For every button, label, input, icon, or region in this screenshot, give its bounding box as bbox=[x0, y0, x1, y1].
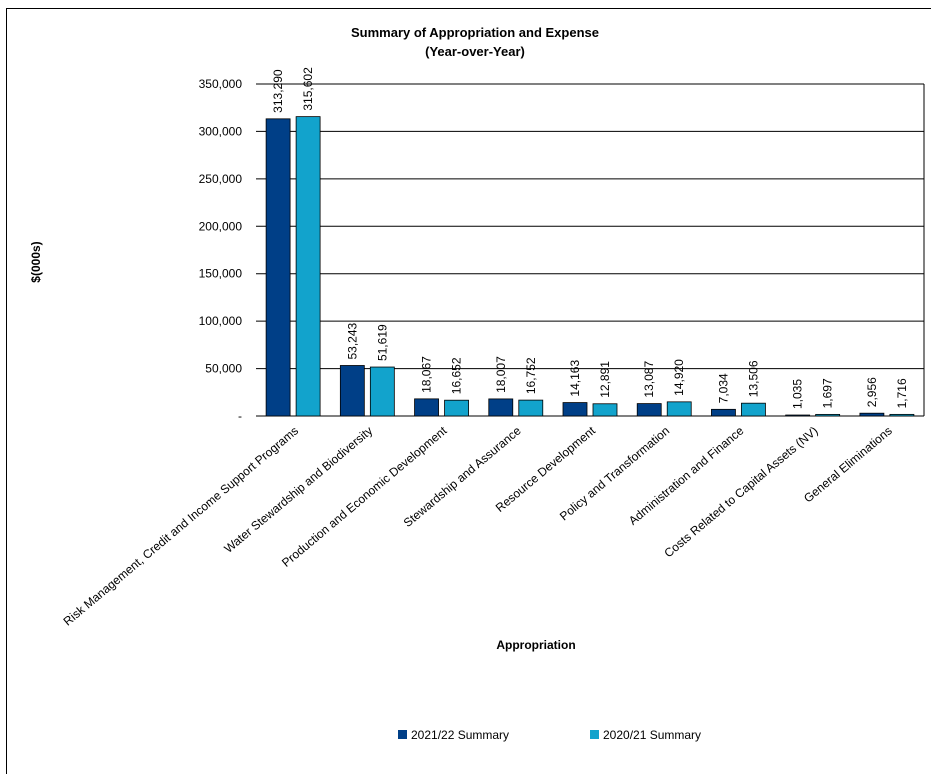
bar bbox=[489, 399, 513, 416]
bars bbox=[266, 117, 914, 416]
data-label: 18,007 bbox=[494, 356, 508, 393]
data-label: 16,752 bbox=[524, 357, 538, 394]
data-label: 12,891 bbox=[598, 361, 612, 398]
legend-label-2021-22: 2021/22 Summary bbox=[411, 728, 509, 742]
bar bbox=[711, 409, 735, 416]
y-tick-label: 350,000 bbox=[199, 77, 243, 91]
data-label: 315,602 bbox=[301, 67, 315, 111]
data-label: 13,087 bbox=[642, 361, 656, 398]
y-tick-label: 250,000 bbox=[199, 172, 243, 186]
y-tick-label: - bbox=[238, 409, 242, 423]
bar bbox=[816, 414, 840, 416]
bar bbox=[637, 404, 661, 416]
data-label: 2,956 bbox=[865, 377, 879, 407]
x-axis-title: Appropriation bbox=[496, 638, 575, 652]
x-category-label: Water Stewardship and Biodiversity bbox=[221, 424, 375, 556]
data-label: 313,290 bbox=[271, 69, 285, 113]
bar bbox=[667, 402, 691, 416]
data-label: 51,619 bbox=[375, 324, 389, 361]
chart-subtitle: (Year-over-Year) bbox=[425, 44, 525, 59]
bar bbox=[296, 117, 320, 416]
bar bbox=[415, 399, 439, 416]
y-tick-label: 150,000 bbox=[199, 267, 243, 281]
data-label: 14,920 bbox=[672, 359, 686, 396]
bar bbox=[519, 400, 543, 416]
data-labels: 313,290 315,602 53,243 51,619 18,067 16,652 18… bbox=[271, 67, 909, 409]
data-label: 16,652 bbox=[450, 357, 464, 394]
x-category-label: Production and Economic Development bbox=[279, 423, 450, 570]
data-label: 14,163 bbox=[568, 360, 582, 397]
legend-swatch-2020-21 bbox=[590, 730, 599, 739]
bar bbox=[445, 400, 469, 416]
y-axis-ticks: - 50,000 100,000 150,000 200,000 250,000 300,0… bbox=[199, 77, 243, 423]
data-label: 1,716 bbox=[895, 378, 909, 408]
x-category-label: Costs Related to Capital Assets (NV) bbox=[661, 424, 820, 561]
y-tick-label: 300,000 bbox=[199, 124, 243, 138]
data-label: 1,035 bbox=[791, 379, 805, 409]
chart-title: Summary of Appropriation and Expense bbox=[351, 25, 599, 40]
x-category-label: Stewardship and Assurance bbox=[401, 423, 524, 530]
legend-swatch-2021-22 bbox=[398, 730, 407, 739]
y-tick-label: 200,000 bbox=[199, 219, 243, 233]
legend: 2021/22 Summary 2020/21 Summary bbox=[398, 728, 701, 742]
bar bbox=[741, 403, 765, 416]
data-label: 13,506 bbox=[746, 360, 760, 397]
bar bbox=[266, 119, 290, 416]
legend-label-2020-21: 2020/21 Summary bbox=[603, 728, 701, 742]
bar bbox=[593, 404, 617, 416]
y-tick-label: 50,000 bbox=[205, 362, 242, 376]
bar bbox=[370, 367, 394, 416]
data-label: 18,067 bbox=[420, 356, 434, 393]
y-axis-title: $(000s) bbox=[29, 241, 43, 282]
y-tick-label: 100,000 bbox=[199, 314, 243, 328]
bar bbox=[786, 415, 810, 416]
bar bbox=[563, 403, 587, 416]
bar bbox=[890, 414, 914, 416]
bar bbox=[340, 365, 364, 416]
x-axis-categories: Risk Management, Credit and Income Suppo… bbox=[61, 423, 895, 628]
bar bbox=[860, 413, 884, 416]
data-label: 53,243 bbox=[345, 322, 359, 359]
data-label: 7,034 bbox=[716, 373, 730, 403]
data-label: 1,697 bbox=[821, 378, 835, 408]
